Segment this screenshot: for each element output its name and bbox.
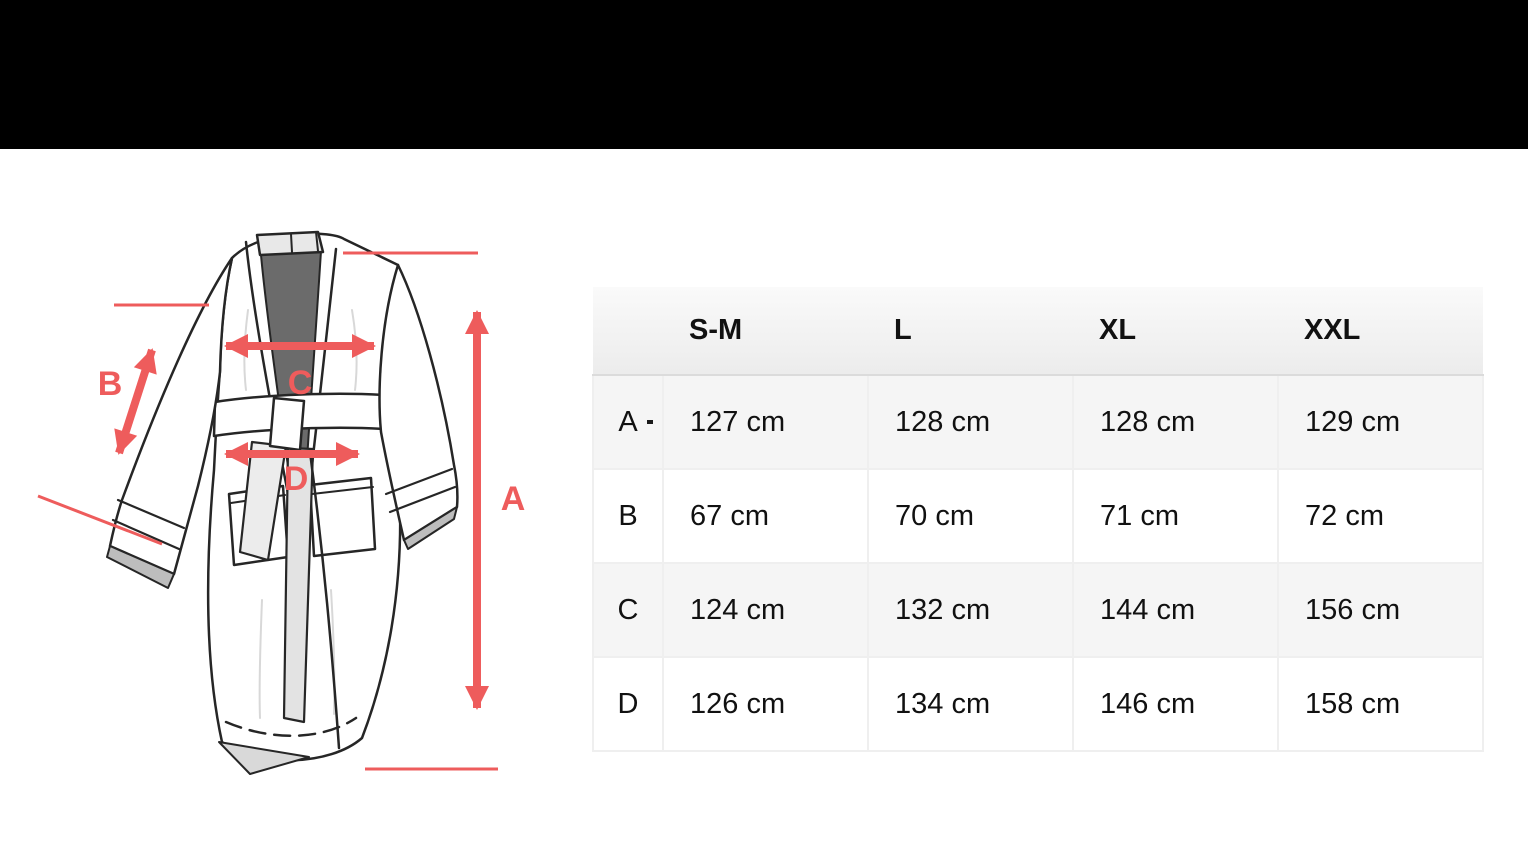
- measure-label-c: C: [288, 364, 313, 402]
- row-label-c-text: C: [617, 593, 639, 626]
- tiny-dash-mark: [647, 420, 653, 424]
- table-row-c: C 124 cm 132 cm 144 cm 156 cm: [592, 562, 1484, 658]
- robe-hem-band: [224, 716, 358, 737]
- top-black-banner: [0, 0, 1528, 149]
- cell-b-xxl: 72 cm: [1277, 468, 1484, 564]
- column-header-s-m: S-M: [663, 287, 868, 376]
- row-label-b-text: B: [618, 499, 638, 532]
- cell-c-xxl: 156 cm: [1277, 562, 1484, 658]
- size-table: S-M L XL XXL A 127 cm 128 cm 128 cm 129 …: [592, 287, 1484, 752]
- robe-right-cuff-shadow: [403, 506, 458, 550]
- size-table-container: S-M L XL XXL A 127 cm 128 cm 128 cm 129 …: [592, 287, 1484, 752]
- row-label-d-text: D: [617, 687, 639, 720]
- robe-left-sleeve: [108, 256, 234, 576]
- robe-neck-band: [255, 230, 325, 257]
- measure-arrow-b: [114, 348, 157, 455]
- cell-a-xl: 128 cm: [1072, 374, 1279, 470]
- cell-d-l: 134 cm: [867, 656, 1074, 752]
- column-header-xl: XL: [1073, 287, 1278, 376]
- column-header-xxl: XXL: [1278, 287, 1483, 376]
- cell-c-s-m: 124 cm: [662, 562, 869, 658]
- robe-hem-fold: [218, 741, 310, 775]
- robe-right-pocket: [308, 476, 377, 558]
- column-header-l: L: [868, 287, 1073, 376]
- row-label-a-text: A: [618, 405, 638, 438]
- leader-line-cuff: [37, 494, 163, 546]
- measure-label-a: A: [501, 480, 526, 518]
- measurement-annotations: A B C D: [37, 251, 526, 771]
- measure-label-b: B: [98, 365, 123, 403]
- measure-label-d: D: [284, 460, 309, 498]
- row-label-b: B: [592, 468, 664, 564]
- robe-left-cuff-shadow: [106, 545, 175, 589]
- robe-wrap-edge: [308, 450, 341, 750]
- cell-d-xl: 146 cm: [1072, 656, 1279, 752]
- table-row-b: B 67 cm 70 cm 71 cm 72 cm: [592, 468, 1484, 564]
- table-row-a: A 127 cm 128 cm 128 cm 129 cm: [592, 374, 1484, 470]
- row-label-a: A: [592, 374, 664, 470]
- cell-d-xxl: 158 cm: [1277, 656, 1484, 752]
- cell-b-xl: 71 cm: [1072, 468, 1279, 564]
- cell-a-xxl: 129 cm: [1277, 374, 1484, 470]
- row-label-d: D: [592, 656, 664, 752]
- cell-c-l: 132 cm: [867, 562, 1074, 658]
- row-label-c: C: [592, 562, 664, 658]
- cell-b-s-m: 67 cm: [662, 468, 869, 564]
- cell-d-s-m: 126 cm: [662, 656, 869, 752]
- cell-a-s-m: 127 cm: [662, 374, 869, 470]
- table-row-d: D 126 cm 134 cm 146 cm 158 cm: [592, 656, 1484, 752]
- corner-cell: [593, 287, 663, 376]
- cell-b-l: 70 cm: [867, 468, 1074, 564]
- cell-a-l: 128 cm: [867, 374, 1074, 470]
- robe-measurement-diagram: A B C D: [37, 230, 526, 775]
- header-row: S-M L XL XXL: [593, 287, 1483, 376]
- robe-belt-knot: [268, 396, 306, 452]
- cell-c-xl: 144 cm: [1072, 562, 1279, 658]
- robe-drawing: [106, 230, 459, 775]
